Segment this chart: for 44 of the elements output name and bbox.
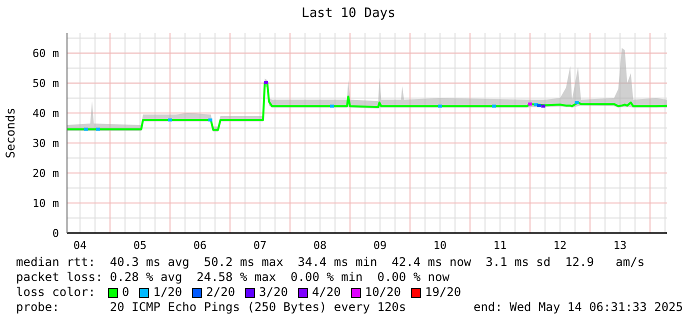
point (96, 128, 100, 131)
legend-label: 19/20 (424, 285, 462, 300)
legend-label: 3/20 (258, 285, 288, 300)
x-tick-label: 06 (193, 238, 207, 252)
point (208, 118, 212, 122)
legend-label: 0 (121, 285, 130, 300)
text: median rtt: 40.3 ms avg 50.2 ms max 34.4 ms min 42.4 ms now 3.1 ms sd 12.9 am/s (16, 255, 645, 270)
y-tick-label: 30 m (32, 136, 60, 150)
x-tick-label: 13 (613, 238, 627, 252)
text: end: Wed May 14 06:31:33 2025 (473, 300, 683, 315)
point (574, 101, 579, 104)
point (264, 80, 268, 84)
line-series (67, 81, 667, 131)
chart-title: Last 10 Days (300, 6, 396, 21)
y-tick-label: 10 m (32, 196, 60, 210)
legend-label: 1/20 (152, 285, 182, 300)
y-tick-label: 20 m (32, 166, 60, 180)
point (492, 104, 496, 108)
point (528, 102, 532, 106)
x-tick-label: 12 (553, 238, 567, 252)
point (84, 128, 88, 131)
point (168, 118, 172, 122)
legend-title: loss color: (16, 285, 96, 300)
point (541, 104, 546, 108)
legend-label: 10/20 (364, 285, 401, 300)
x-tick-label: 10 (433, 238, 447, 252)
y-tick-label: 0 (52, 226, 59, 240)
y-axis-title: Seconds (3, 108, 18, 158)
point (330, 104, 334, 108)
text: probe: 20 ICMP Echo Pings (250 Bytes) every 120s (16, 300, 406, 314)
point (438, 104, 442, 108)
point (537, 104, 542, 108)
x-tick-label: 08 (313, 238, 327, 252)
y-tick-label: 60 m (32, 46, 60, 60)
legend-label: 2/20 (205, 285, 236, 300)
y-tick-label: 40 m (32, 106, 60, 120)
x-tick-label: 11 (493, 238, 507, 252)
text: packet loss: 0.28 % avg 24.58 % max 0.00 % min 0.00 % now (16, 270, 450, 285)
x-tick-label: 07 (253, 238, 267, 252)
x-tick-label: 09 (373, 238, 387, 252)
x-tick-label: 04 (73, 238, 88, 252)
x-tick-label: 05 (133, 238, 147, 252)
legend-label: 4/20 (310, 285, 341, 300)
y-tick-label: 50 m (32, 76, 60, 90)
